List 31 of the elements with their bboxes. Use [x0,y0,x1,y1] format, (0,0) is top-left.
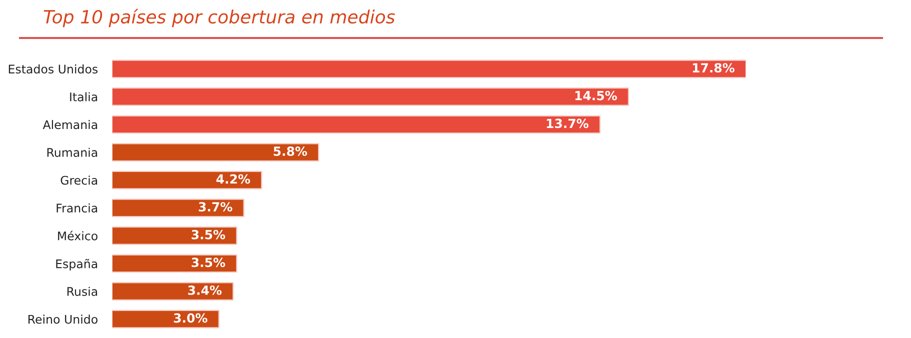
data-label: 4.2% [216,174,250,184]
bar [112,310,220,328]
bar [112,88,630,106]
bar [112,254,238,273]
bar [112,170,262,190]
data-label: 13.7% [546,118,588,128]
data-label: 3.7% [198,202,232,212]
data-label: 3.4% [188,285,222,295]
bar [112,226,238,245]
y-tick-label: Francia [56,203,98,213]
y-tick-label: Grecia [60,176,98,185]
y-tick-label: Italia [70,92,98,102]
data-label: 3.0% [174,313,208,323]
data-label: 5.8% [274,146,308,156]
chart-title: Top 10 países por cobertura en medios [44,8,395,28]
data-label: 14.5% [575,90,617,100]
y-tick-label: Rumania [47,148,98,157]
data-label: 17.8% [692,63,734,73]
y-tick-label: España [56,258,98,271]
bar [112,60,746,78]
bar [112,115,601,134]
data-label: 3.5% [192,230,226,240]
y-tick-label: Alemania [42,120,98,130]
y-tick-label: Estados Unidos [8,64,98,74]
y-tick-label: Rusia [67,286,98,296]
y-tick-label: México [58,230,98,240]
bar [112,143,320,162]
data-label: 3.5% [192,258,226,268]
bar [112,282,234,300]
y-tick-label: Reino Unido [28,314,98,324]
bar [112,198,244,218]
